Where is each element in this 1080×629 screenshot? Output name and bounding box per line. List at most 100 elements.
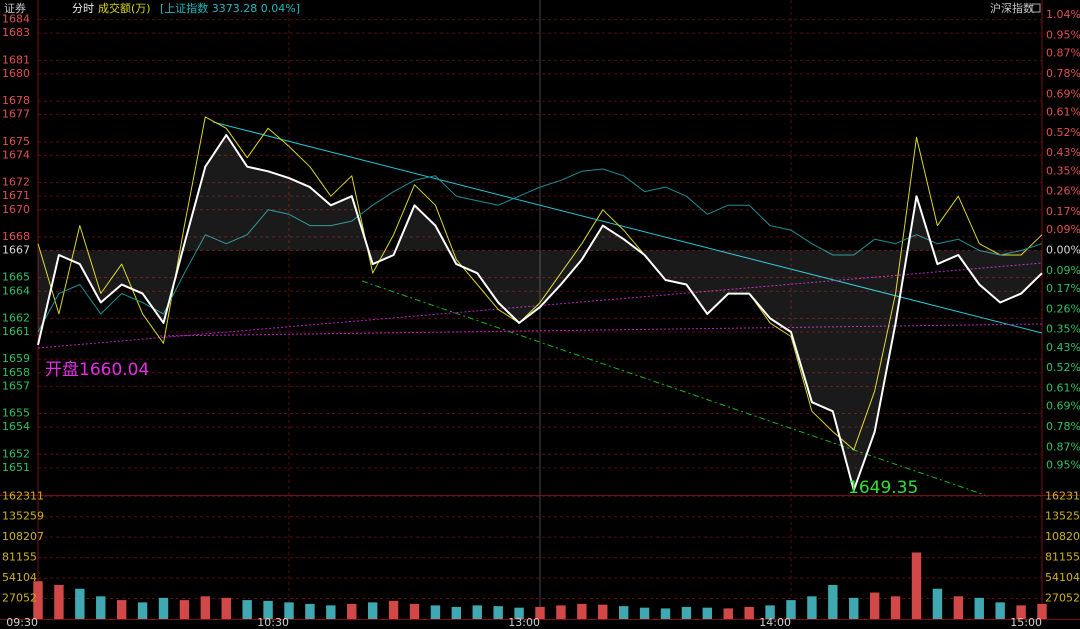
volume-bar <box>451 606 462 619</box>
annotation: 开盘1660.04 <box>45 360 149 380</box>
volume-bar <box>932 588 943 619</box>
y-tick-label: 1671 <box>2 189 30 202</box>
volume-bar <box>618 606 629 619</box>
y2-tick-label: 0.69% <box>1046 400 1080 413</box>
y2-tick-label: 0.78% <box>1046 67 1080 80</box>
y2-tick-label: 0.00% <box>1046 244 1080 257</box>
x-tick-label: 15:00 <box>1010 616 1042 629</box>
volume-bar <box>660 608 671 619</box>
y-tick-label: 1678 <box>2 94 30 107</box>
volume-bar <box>911 552 922 619</box>
y-tick-label: 1659 <box>2 352 30 365</box>
volume-bar <box>179 600 190 619</box>
y-tick-label: 1681 <box>2 53 30 66</box>
volume-bar <box>33 581 43 619</box>
header-item: 沪深指数 <box>990 1 1034 15</box>
volume-bar <box>388 600 399 619</box>
y-tick-label: 1668 <box>2 230 30 243</box>
x-tick-label: 09:30 <box>6 616 38 629</box>
volume-bar <box>116 600 127 619</box>
volume-bar <box>953 596 964 619</box>
series-line <box>37 134 1043 492</box>
volume-bar <box>96 596 106 619</box>
y2-tick-label: 0.87% <box>1046 47 1080 60</box>
series-line <box>37 168 1043 333</box>
volume-bar <box>995 602 1005 619</box>
y-tick-label: 1667 <box>2 244 30 257</box>
grid <box>38 0 1042 619</box>
volume-bar <box>221 597 231 619</box>
y2-tick-label: 0.43% <box>1046 146 1080 159</box>
y2-tick-label: 0.69% <box>1046 87 1080 100</box>
volume-bar <box>472 605 482 619</box>
y2-tick-label: 0.26% <box>1046 185 1080 198</box>
y2-tick-label: 0.61% <box>1046 382 1080 395</box>
trend-line <box>212 121 1043 334</box>
y-tick-label: 1674 <box>2 148 30 161</box>
x-tick-label: 13:00 <box>508 616 540 629</box>
volume-tick-label: 162311 <box>1045 489 1080 502</box>
y2-tick-label: 0.43% <box>1046 341 1080 354</box>
y2-tick-label: 0.95% <box>1046 28 1080 41</box>
y2-tick-label: 0.35% <box>1046 164 1080 177</box>
annotation: 1649.35 <box>848 478 918 498</box>
volume-bar <box>765 605 775 619</box>
y-tick-label: 1655 <box>2 407 30 420</box>
volume-tick-label: 54104 <box>1045 571 1080 584</box>
volume-bar <box>1037 603 1047 619</box>
y-tick-label: 1684 <box>2 13 30 26</box>
volume-bar <box>200 596 211 619</box>
y-tick-label: 1672 <box>2 176 30 189</box>
volume-bar <box>869 592 880 619</box>
y2-tick-label: 0.95% <box>1046 459 1080 472</box>
volume-bar <box>828 584 838 619</box>
volume-tick-label: 162311 <box>2 489 44 502</box>
volume-bar <box>807 596 817 619</box>
header-item: 分时 <box>72 2 94 15</box>
y2-tick-label: 0.61% <box>1046 105 1080 118</box>
volume-bar <box>493 606 503 619</box>
marks <box>33 116 1047 619</box>
header-icon <box>1031 3 1041 13</box>
y-tick-label: 1680 <box>2 67 30 80</box>
volume-bar <box>305 603 315 619</box>
volume-bar <box>890 596 901 619</box>
y-tick-label: 1652 <box>2 447 30 460</box>
volume-bar <box>974 597 984 619</box>
volume-tick-label: 81155 <box>1045 551 1080 564</box>
volume-bar <box>702 607 713 619</box>
y2-tick-label: 0.26% <box>1046 302 1080 315</box>
volume-bar <box>556 605 566 619</box>
y-tick-label: 1661 <box>2 325 30 338</box>
header-item: 证券 <box>4 1 26 15</box>
volume-tick-label: 108207 <box>2 530 44 543</box>
volume-bar <box>347 603 357 619</box>
volume-bar <box>409 603 420 619</box>
x-tick-label: 14:00 <box>759 616 791 629</box>
volume-bar <box>639 607 650 619</box>
y-tick-label: 1675 <box>2 135 30 148</box>
y-tick-label: 1670 <box>2 203 30 216</box>
y2-tick-label: 0.35% <box>1046 323 1080 336</box>
y-tick-label: 1662 <box>2 311 30 324</box>
volume-bar <box>284 602 294 619</box>
volume-bar <box>137 602 148 619</box>
volume-bar <box>54 584 64 619</box>
y2-tick-label: 0.78% <box>1046 420 1080 433</box>
volume-bar <box>1016 605 1026 619</box>
volume-tick-label: 81155 <box>2 551 37 564</box>
volume-bar <box>535 606 545 619</box>
volume-bar <box>681 606 692 619</box>
volume-bar <box>723 608 733 619</box>
series-line <box>37 116 1043 451</box>
y2-tick-label: 0.09% <box>1046 223 1080 236</box>
volume-bar <box>786 600 796 619</box>
volume-bar <box>514 607 524 619</box>
volume-tick-label: 27052 <box>1045 592 1080 605</box>
y-tick-label: 1654 <box>2 420 30 433</box>
trend-line <box>361 280 986 496</box>
volume-tick-label: 135259 <box>1045 510 1080 523</box>
y2-tick-label: 0.52% <box>1046 126 1080 139</box>
